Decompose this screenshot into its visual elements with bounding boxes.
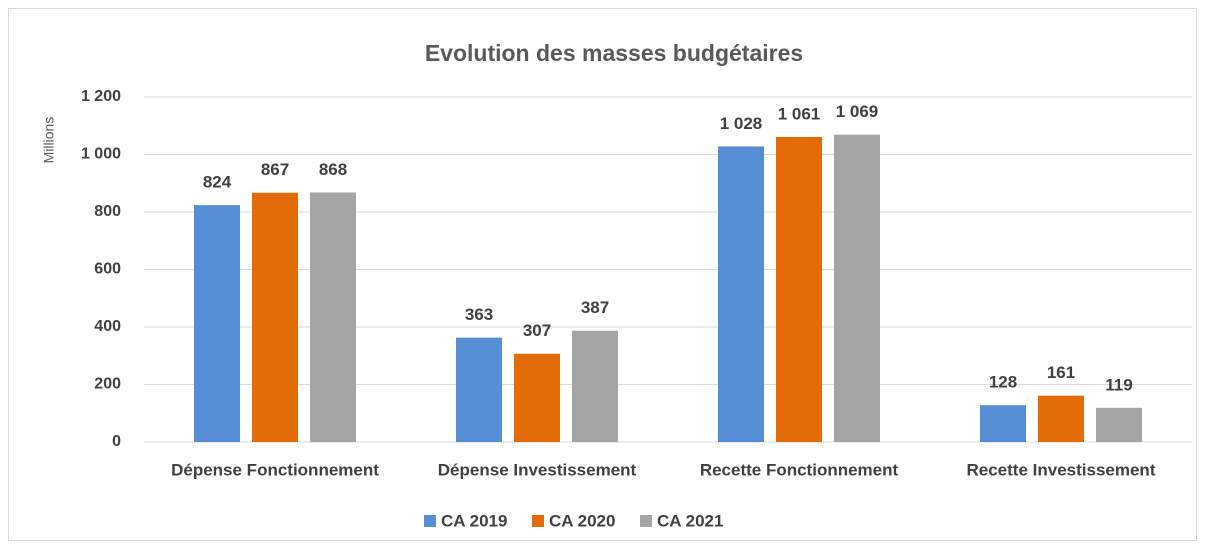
x-tick-label: Dépense Investissement [438, 460, 637, 479]
data-label: 363 [465, 305, 493, 324]
bar [252, 192, 298, 442]
data-label: 1 061 [778, 104, 821, 123]
bar [718, 146, 764, 442]
bar [194, 205, 240, 442]
y-tick-label: 800 [94, 203, 121, 220]
data-label: 161 [1047, 363, 1075, 382]
legend-label: CA 2020 [549, 511, 615, 530]
y-tick-label: 400 [94, 318, 121, 335]
y-tick-label: 0 [112, 433, 121, 450]
x-tick-label: Recette Investissement [967, 460, 1156, 479]
bar [980, 405, 1026, 442]
bar [776, 136, 822, 442]
y-axis-label: Millions [41, 117, 57, 164]
data-label: 119 [1105, 375, 1132, 394]
data-label: 307 [523, 321, 551, 340]
legend-swatch [532, 515, 544, 527]
legend-swatch [640, 515, 652, 527]
data-label: 1 028 [720, 114, 763, 133]
bar [310, 192, 356, 442]
bar [514, 353, 560, 442]
data-label: 128 [989, 373, 1017, 392]
chart-title: Evolution des masses budgétaires [425, 40, 803, 66]
y-tick-label: 600 [94, 261, 121, 278]
bar [572, 330, 618, 442]
legend-label: CA 2019 [441, 511, 507, 530]
data-label: 824 [203, 173, 232, 192]
x-tick-label: Recette Fonctionnement [700, 460, 899, 479]
y-tick-label: 200 [94, 376, 121, 393]
y-tick-label: 1 000 [81, 146, 121, 163]
bar [456, 337, 502, 442]
data-label: 868 [319, 160, 347, 179]
data-label: 387 [581, 298, 609, 317]
legend-swatch [424, 515, 436, 527]
bar [834, 134, 880, 442]
y-tick-label: 1 200 [81, 88, 121, 105]
x-tick-label: Dépense Fonctionnement [171, 460, 379, 479]
data-label: 867 [261, 160, 289, 179]
legend-label: CA 2021 [657, 511, 723, 530]
data-label: 1 069 [836, 102, 879, 121]
bar [1038, 395, 1084, 442]
bar [1096, 407, 1142, 442]
